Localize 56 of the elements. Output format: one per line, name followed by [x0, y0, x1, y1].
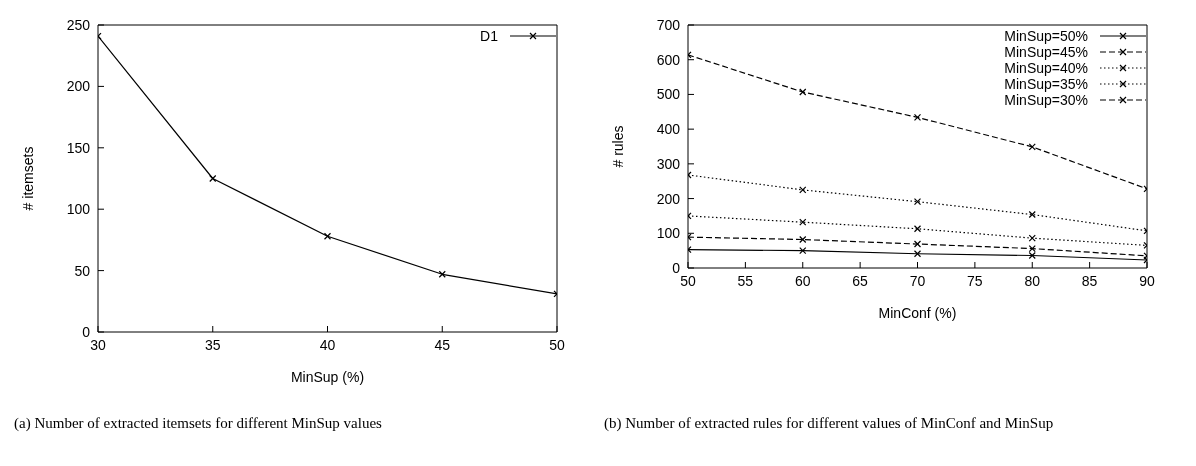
point: [913, 198, 922, 206]
y-tick-label: 100: [656, 225, 681, 242]
x-tick-label: 55: [737, 272, 754, 289]
text: (a) Number of extracted itemsets for different MinSup values: [14, 414, 383, 432]
y-tick-label: 600: [656, 51, 681, 68]
point: [1028, 143, 1036, 151]
point: [799, 186, 807, 194]
y-tick-label: 700: [656, 16, 681, 33]
point: [1028, 244, 1036, 253]
y-tick-label: 100: [66, 201, 91, 218]
point: [209, 174, 217, 183]
x-tick-label: 50: [549, 336, 565, 353]
x-tick-label: 70: [909, 272, 926, 289]
text: (b) Number of extracted rules for different values of MinConf and MinSup: [604, 414, 1055, 432]
y-axis-title: # itemsets: [19, 146, 36, 211]
y-tick-label: 200: [656, 190, 681, 207]
x-tick-label: 40: [319, 336, 336, 353]
x-tick-label: 50: [680, 272, 696, 289]
legend-label: MinSup=40%: [1004, 60, 1088, 76]
x-tick-label: 80: [1024, 272, 1041, 289]
x-axis-title: MinSup (%): [290, 369, 365, 385]
point: [1028, 234, 1036, 242]
y-tick-label: 300: [656, 155, 681, 172]
point: [799, 247, 807, 255]
point: [913, 225, 922, 233]
x-tick-label: 35: [204, 336, 221, 353]
legend-label: MinSup=30%: [1004, 92, 1088, 108]
point: [913, 240, 922, 248]
y-tick-label: 250: [66, 16, 91, 33]
x-axis-title: MinConf (%): [878, 305, 957, 321]
y-tick-label: 0: [672, 259, 681, 276]
x-tick-label: 60: [794, 272, 811, 289]
point: [799, 235, 807, 244]
legend-label: D1: [480, 28, 498, 44]
y-tick-label: 400: [656, 121, 681, 138]
point: [913, 250, 922, 258]
point: [1028, 210, 1036, 219]
x-tick-label: 65: [852, 272, 869, 289]
point: [799, 88, 807, 96]
y-tick-label: 0: [82, 323, 91, 340]
y-tick-label: 200: [66, 78, 91, 95]
x-tick-label: 45: [434, 336, 451, 353]
y-tick-label: 150: [66, 139, 91, 156]
point: [323, 232, 332, 240]
y-axis-title: # rules: [609, 125, 626, 168]
point: [799, 218, 807, 226]
x-tick-label: 30: [90, 336, 106, 353]
point: [1028, 251, 1036, 260]
legend-label: MinSup=45%: [1004, 44, 1088, 60]
y-tick-label: 500: [656, 86, 681, 103]
point: [913, 113, 922, 121]
x-tick-label: 85: [1081, 272, 1098, 289]
legend-label: MinSup=35%: [1004, 76, 1088, 92]
legend-label: MinSup=50%: [1004, 28, 1088, 44]
x-tick-label: 75: [967, 272, 983, 289]
x-tick-label: 90: [1139, 272, 1155, 289]
